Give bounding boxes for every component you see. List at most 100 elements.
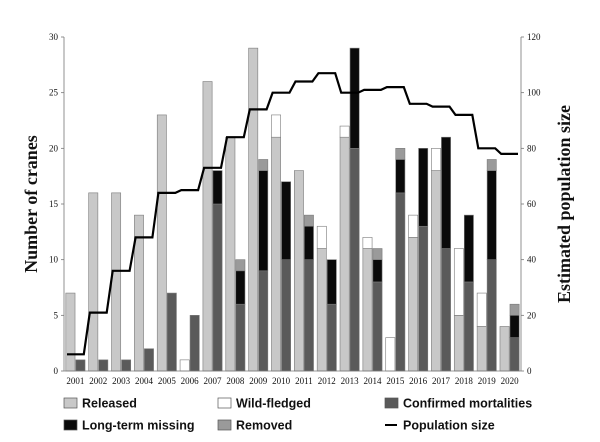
bar-released-2002: [88, 192, 99, 372]
bar-released-2020: [499, 326, 510, 372]
y2-tick-label-100: 100: [527, 88, 541, 98]
bar-removed-2011: [304, 214, 314, 227]
x-tick-label-2015: 2015: [386, 376, 405, 386]
x-tick-label-2018: 2018: [455, 376, 474, 386]
bar-confirmed-mortalities-2012: [326, 303, 337, 372]
bar-wild-fledged-2015: [385, 337, 396, 372]
x-tick-label-2002: 2002: [89, 376, 107, 386]
bar-long-term-missing-2018: [463, 214, 474, 283]
bar-released-2014: [362, 248, 373, 372]
bar-wild-fledged-2018: [453, 248, 464, 316]
bar-removed-2020: [509, 303, 520, 316]
bar-confirmed-mortalities-2001: [75, 359, 86, 372]
x-tick-label-2020: 2020: [501, 376, 520, 386]
legend-swatch-removed: [217, 419, 232, 431]
bar-removed-2015: [395, 148, 406, 160]
legend-swatch-confirmed-mortalities: [384, 397, 399, 409]
bar-released-2010: [271, 136, 281, 372]
x-tick-label-2013: 2013: [341, 376, 360, 386]
y-tick-label-30: 30: [49, 32, 59, 42]
bar-released-2013: [339, 136, 350, 372]
x-tick-label-2012: 2012: [318, 376, 336, 386]
x-tick-label-2019: 2019: [478, 376, 497, 386]
bar-confirmed-mortalities-2003: [121, 359, 132, 372]
bar-confirmed-mortalities-2014: [372, 281, 383, 372]
x-tick-label-2009: 2009: [249, 376, 268, 386]
bar-wild-fledged-2014: [362, 237, 373, 249]
y2-tick-label-20: 20: [527, 310, 537, 320]
bar-removed-2008: [235, 259, 246, 272]
bar-confirmed-mortalities-2002: [98, 359, 109, 372]
bar-wild-fledged-2012: [316, 225, 327, 249]
x-tick-label-2006: 2006: [181, 376, 200, 386]
legend-swatch-long-term-missing: [63, 419, 78, 431]
x-tick-label-2017: 2017: [432, 376, 451, 386]
bar-released-2007: [202, 81, 213, 372]
x-tick-label-2010: 2010: [272, 376, 291, 386]
bar-long-term-missing-2007: [212, 170, 223, 205]
bar-confirmed-mortalities-2008: [235, 303, 246, 372]
y-axis-title: Number of cranes: [21, 135, 41, 273]
bar-wild-fledged-2010: [271, 114, 281, 138]
legend-label-released: Released: [82, 397, 137, 411]
bar-long-term-missing-2020: [509, 315, 520, 338]
bar-wild-fledged-2006: [179, 359, 190, 372]
x-tick-label-2001: 2001: [66, 376, 84, 386]
bar-released-2011: [294, 170, 304, 372]
x-tick-label-2003: 2003: [112, 376, 131, 386]
bar-long-term-missing-2014: [372, 259, 383, 283]
bar-confirmed-mortalities-2015: [395, 192, 406, 372]
y-tick-label-25: 25: [49, 88, 59, 98]
bar-released-2005: [156, 114, 167, 372]
bar-removed-2014: [372, 248, 383, 260]
y-tick-label-5: 5: [54, 310, 59, 320]
legend-label-removed: Removed: [236, 419, 292, 433]
bar-confirmed-mortalities-2016: [418, 225, 429, 372]
y2-tick-label-40: 40: [527, 255, 537, 265]
legend: Released Wild-fledged Confirmed mortalitie…: [63, 397, 532, 433]
population-size-line: [67, 72, 518, 356]
bar-released-2017: [431, 170, 441, 372]
bar-confirmed-mortalities-2018: [463, 281, 474, 372]
y-tick-label-15: 15: [49, 199, 59, 209]
bar-released-2009: [248, 47, 259, 372]
y2-axis-title: Estimated population size: [554, 105, 574, 303]
bar-long-term-missing-2016: [418, 148, 429, 227]
population-line-layer: [67, 72, 518, 356]
bar-released-2018: [453, 315, 464, 372]
bar-released-2008: [225, 136, 236, 372]
x-tick-label-2005: 2005: [158, 376, 177, 386]
bar-confirmed-mortalities-2013: [349, 148, 360, 372]
legend-label-wild-fledged: Wild-fledged: [236, 397, 311, 411]
x-tick-label-2014: 2014: [363, 376, 382, 386]
bar-long-term-missing-2009: [258, 170, 269, 272]
bar-long-term-missing-2008: [235, 270, 246, 305]
x-tick-label-2011: 2011: [295, 376, 313, 386]
x-tick-label-2004: 2004: [135, 376, 154, 386]
bar-long-term-missing-2013: [349, 47, 360, 149]
bar-wild-fledged-2019: [476, 292, 487, 327]
y2-tick-label-0: 0: [527, 366, 532, 376]
x-tick-label-2008: 2008: [226, 376, 245, 386]
bar-removed-2019: [486, 159, 497, 171]
bar-wild-fledged-2017: [431, 148, 441, 171]
bar-confirmed-mortalities-2004: [144, 348, 154, 372]
legend-label-long-term-missing: Long-term missing: [82, 419, 195, 433]
bar-confirmed-mortalities-2011: [304, 259, 314, 372]
bar-released-2001: [65, 292, 76, 372]
y-tick-label-0: 0: [54, 366, 59, 376]
bar-long-term-missing-2017: [441, 136, 451, 249]
bar-long-term-missing-2015: [395, 159, 406, 194]
bar-long-term-missing-2011: [304, 225, 314, 260]
y2-tick-label-80: 80: [527, 143, 537, 153]
bar-released-2003: [111, 192, 122, 372]
bar-confirmed-mortalities-2006: [189, 315, 200, 372]
y2-tick-label-120: 120: [527, 32, 541, 42]
bar-long-term-missing-2019: [486, 170, 497, 260]
axes-layer: 0 5 10 15 20 25 30 0 20 40 60 80 100 120 2001 2002 2003 2…: [49, 32, 541, 386]
bar-confirmed-mortalities-2005: [166, 292, 177, 372]
legend-label-confirmed-mortalities: Confirmed mortalities: [403, 397, 532, 411]
bar-long-term-missing-2010: [281, 181, 291, 260]
bar-confirmed-mortalities-2007: [212, 203, 223, 372]
